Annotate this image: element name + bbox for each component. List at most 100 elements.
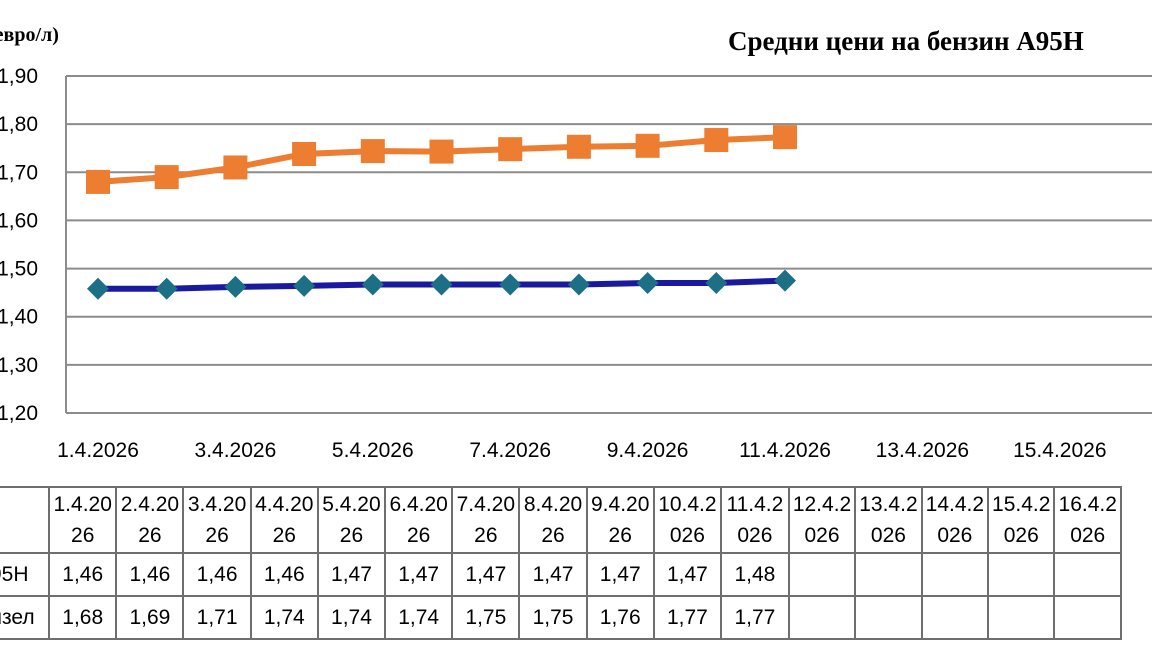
table-cell: 1,47	[316, 552, 387, 597]
table-cell: 1,47	[518, 552, 588, 597]
table-cell	[987, 595, 1056, 640]
gridlines	[66, 75, 1152, 366]
table-row: Дизел1,681,691,711,741,741,741,751,751,7…	[0, 595, 1122, 640]
table-cell: 1,77	[719, 595, 790, 640]
table-cell: 1,74	[384, 595, 454, 640]
chart-title: Средни цени на бензин А95Н	[728, 26, 1084, 56]
table-cell: 1,77	[652, 595, 722, 640]
table-row-label: А95Н	[0, 552, 51, 597]
x-tick-label: 15.4.2026	[1013, 439, 1106, 462]
data-point	[774, 269, 796, 292]
data-point	[567, 273, 590, 296]
table-cell	[787, 595, 857, 640]
table-cell: 1,71	[182, 595, 252, 640]
table-cell: 1,76	[585, 595, 655, 640]
y-tick-label: 1,50	[0, 258, 38, 281]
table-header-cell: 3.4.2026	[182, 486, 252, 554]
table-header-cell: 4.4.2026	[249, 486, 319, 554]
table-cell	[920, 595, 990, 640]
table-header-cell: 15.4.2026	[987, 486, 1056, 554]
table-cell: 1,46	[249, 552, 319, 597]
data-point	[293, 274, 316, 297]
table-cell	[854, 595, 923, 640]
table-header-cell: 13.4.2026	[854, 486, 923, 554]
data-point	[154, 165, 179, 190]
table-header-cell: 8.4.2026	[518, 486, 588, 554]
y-tick-label: 1,60	[0, 209, 38, 232]
data-point	[773, 125, 797, 150]
table-cell	[854, 552, 923, 597]
x-tick-labels: 1.4.2026 3.4.2026 5.4.2026 7.4.2026 9.4.2026…	[57, 439, 1106, 462]
data-point	[566, 134, 591, 159]
data-point	[636, 272, 659, 295]
table-cell	[1053, 595, 1122, 640]
data-point	[705, 272, 728, 295]
data-point	[223, 155, 248, 180]
table-header-cell: 12.4.2026	[787, 486, 857, 554]
table-header-cell: 10.4.2026	[652, 486, 722, 554]
data-point	[361, 273, 384, 296]
x-tick-label: 9.4.2026	[607, 439, 689, 462]
axes	[65, 76, 1152, 414]
table-row: А95Н1,461,461,461,461,471,471,471,471,47…	[0, 552, 1122, 597]
series-a95h	[87, 269, 796, 300]
x-tick-label: 13.4.2026	[876, 439, 969, 462]
table-header-cell: 16.4.2026	[1053, 486, 1122, 554]
table-cell: 1,47	[652, 552, 722, 597]
data-point	[87, 277, 109, 300]
y-tick-labels: 1,20 1,30 1,40 1,50 1,60 1,70 1,80 1,90	[0, 65, 38, 425]
y-axis-label: (евро/л)	[0, 24, 59, 46]
table-header-cell: 9.4.2026	[585, 486, 655, 554]
data-point	[292, 141, 317, 166]
table-cell: 1,47	[451, 552, 521, 597]
table-header-cell: 7.4.2026	[451, 486, 521, 554]
y-tick-label: 1,90	[0, 65, 38, 88]
series	[86, 125, 797, 300]
table-header-cell: 5.4.2026	[316, 486, 387, 554]
data-point	[224, 275, 247, 298]
data-point	[430, 273, 453, 296]
y-tick-label: 1,20	[0, 402, 38, 425]
table-header-cell: 11.4.2026	[719, 486, 790, 554]
table-header-cell: 2.4.2026	[115, 486, 185, 554]
table-cell: 1,74	[249, 595, 319, 640]
table-cell: 1,74	[316, 595, 387, 640]
table-header-cell: 14.4.2026	[920, 486, 990, 554]
table-cell: 1,68	[48, 595, 118, 640]
table-cell: 1,69	[115, 595, 185, 640]
line-chart: (евро/л) Средни цени на бензин А95Н 1,20…	[0, 24, 1152, 462]
data-point	[360, 139, 385, 164]
x-tick-label: 7.4.2026	[469, 439, 551, 462]
table-header-row: 1.4.2026 2.4.2026 3.4.2026 4.4.2026 5.4.2026…	[0, 486, 1122, 554]
y-tick-label: 1,30	[0, 354, 38, 377]
data-point	[86, 169, 110, 194]
x-tick-label: 1.4.2026	[57, 439, 139, 462]
data-point	[155, 277, 178, 300]
table-cell: 1,75	[518, 595, 588, 640]
y-tick-label: 1,80	[0, 113, 38, 136]
table-header-cell: 1.4.2026	[48, 486, 118, 554]
table-cell: 1,48	[719, 552, 790, 597]
data-point	[429, 139, 454, 164]
table-cell: 1,46	[48, 552, 118, 597]
table-cell: 1,47	[585, 552, 655, 597]
table-cell	[920, 552, 990, 597]
table-row-label: Дизел	[0, 595, 51, 640]
x-tick-label: 3.4.2026	[195, 439, 277, 462]
table-cell	[787, 552, 857, 597]
table-cell: 1,46	[115, 552, 185, 597]
data-point	[704, 128, 729, 153]
data-point	[498, 137, 523, 162]
data-point	[635, 133, 660, 158]
table-cell: 1,47	[384, 552, 454, 597]
table-cell: 1,75	[451, 595, 521, 640]
table-cell	[987, 552, 1056, 597]
x-tick-label: 5.4.2026	[332, 439, 414, 462]
table-cell	[1053, 552, 1122, 597]
series-diesel	[86, 125, 797, 194]
data-point	[499, 273, 522, 296]
table-corner-cell	[0, 486, 51, 554]
table-header-cell: 6.4.2026	[384, 486, 454, 554]
table-cell: 1,46	[182, 552, 252, 597]
x-tick-label: 11.4.2026	[739, 439, 831, 462]
